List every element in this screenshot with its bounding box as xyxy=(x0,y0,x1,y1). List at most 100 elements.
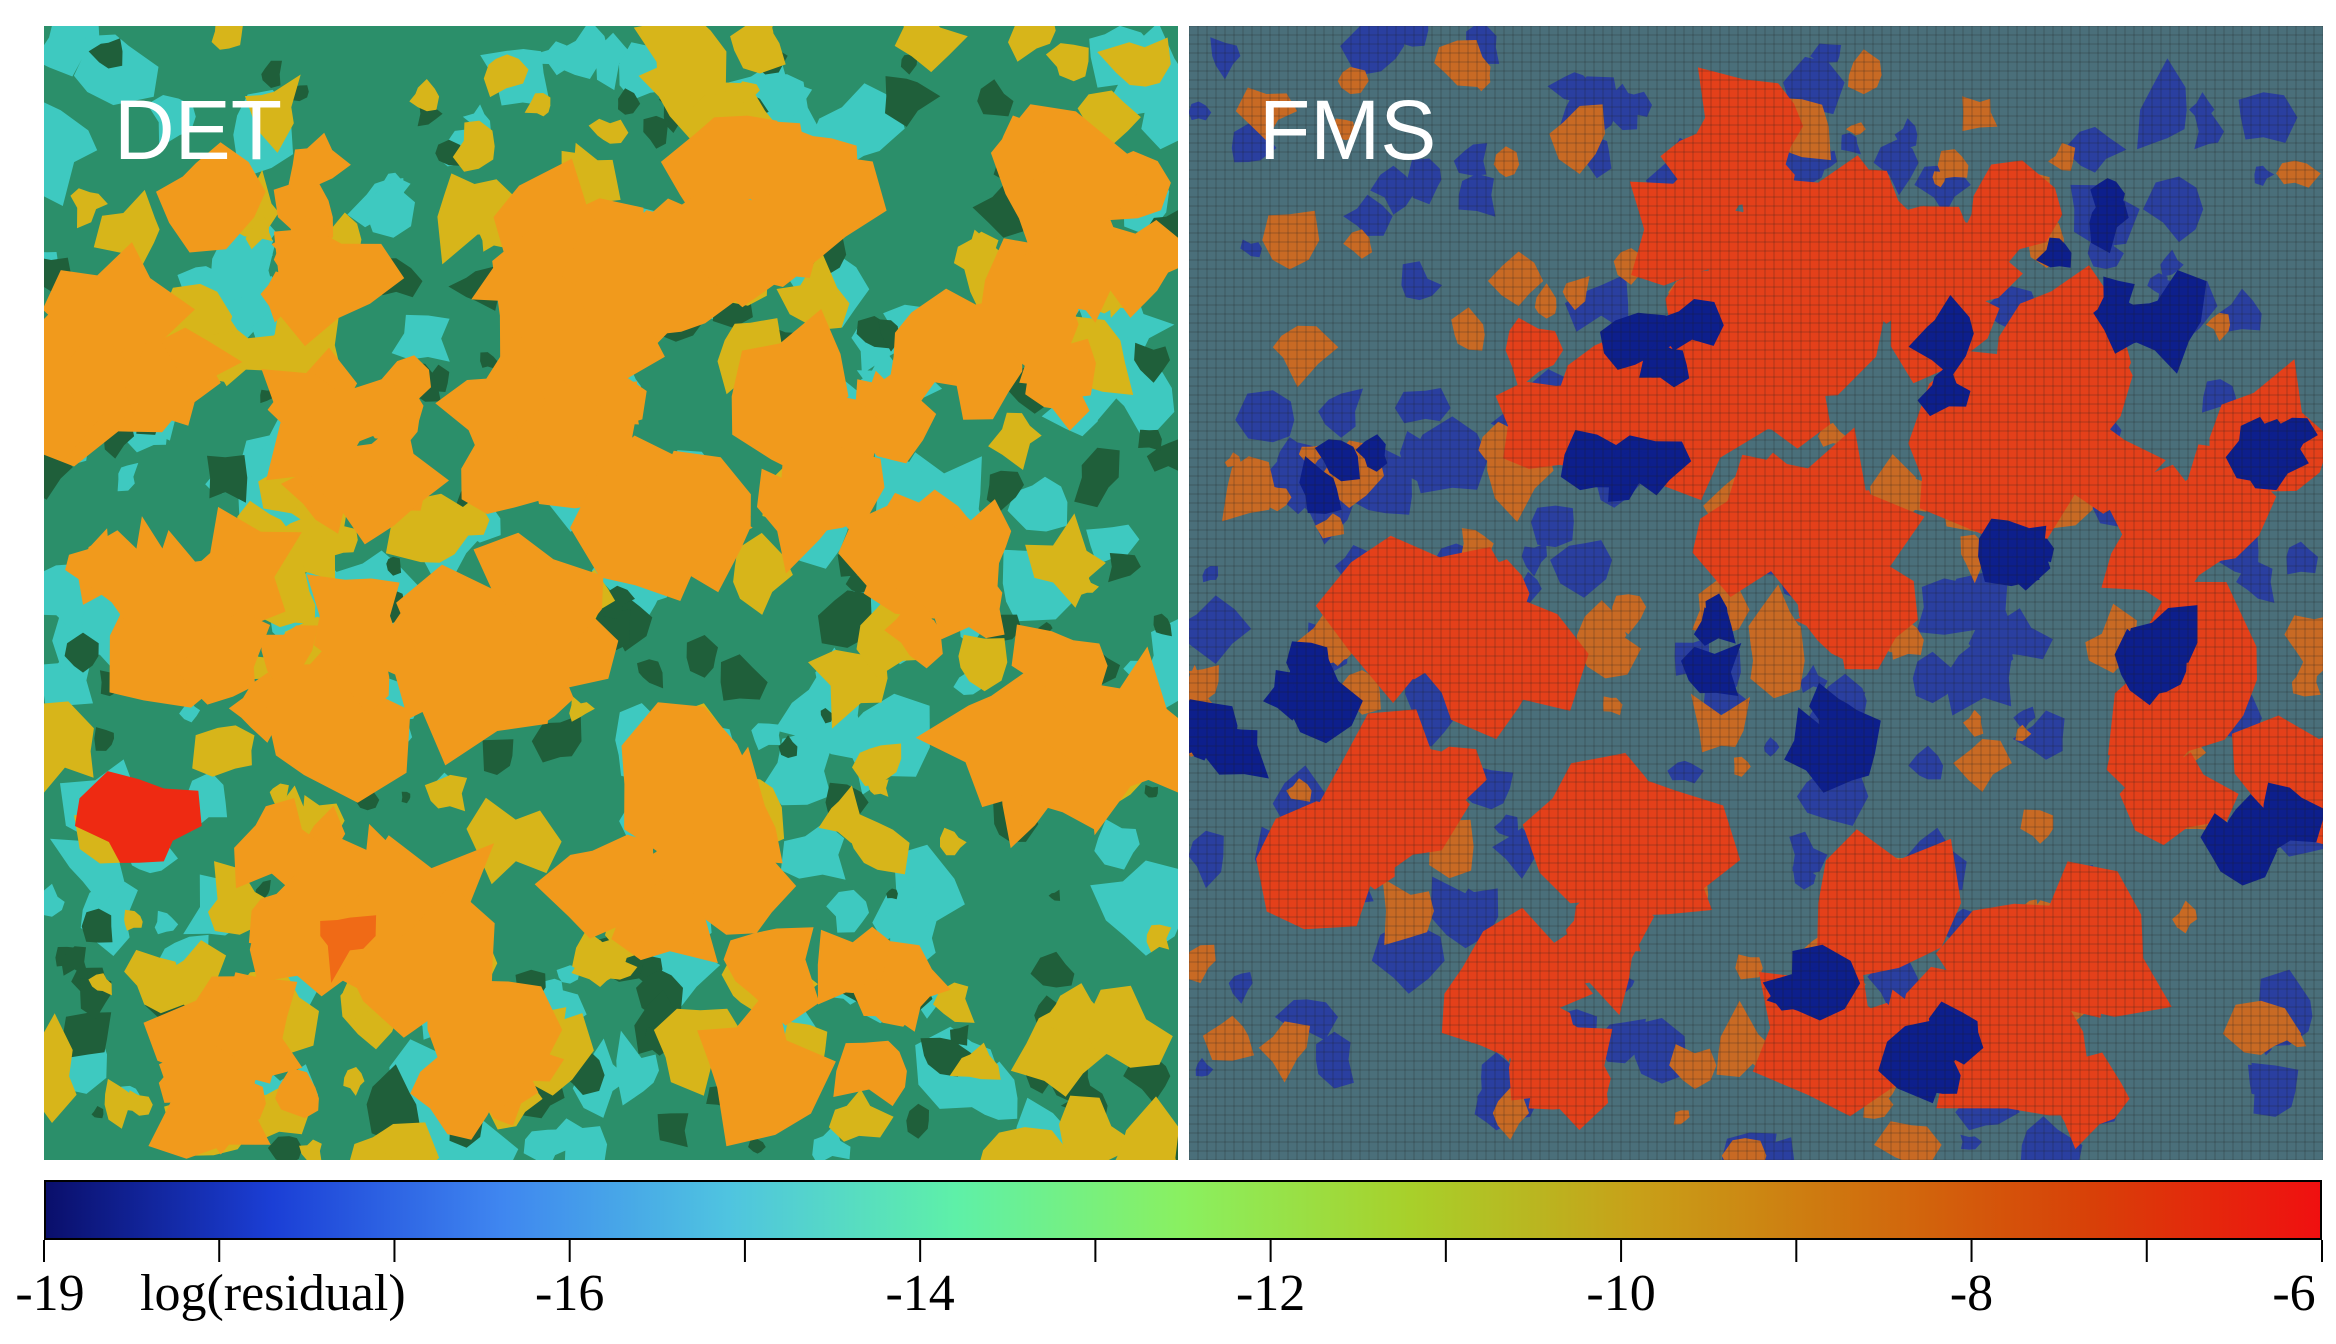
colorbar-tick-label: -19 xyxy=(15,1265,85,1322)
fms-mid-residual-noise xyxy=(1735,954,1763,980)
fms-low-residual-noise xyxy=(1521,543,1547,577)
fms-low-residual-noise xyxy=(1399,431,1457,486)
det-high-residual-patch xyxy=(148,1050,271,1159)
colorbar-tick-label: -10 xyxy=(1586,1265,1656,1322)
det-dark-ridge xyxy=(977,79,1014,117)
det-mid-residual-patch xyxy=(70,188,108,229)
det-mid-residual-patch xyxy=(737,81,760,103)
fms-mid-residual-noise xyxy=(1315,513,1344,539)
det-mid-residual-patch xyxy=(269,783,289,812)
det-mid-residual-patch xyxy=(211,26,243,50)
det-mid-residual-patch xyxy=(124,949,185,1014)
det-low-residual-patch xyxy=(44,883,65,917)
fms-converged-region xyxy=(1928,1001,1984,1065)
fms-high-residual-region xyxy=(1542,773,1653,899)
det-mid-residual-patch xyxy=(776,250,850,330)
det-low-residual-patch xyxy=(1007,476,1068,532)
det-mid-residual-patch xyxy=(867,774,889,797)
det-dark-ridge xyxy=(886,888,898,900)
det-low-residual-patch xyxy=(552,1118,608,1160)
colorbar-gradient xyxy=(44,1180,2322,1240)
det-dark-ridge xyxy=(386,556,402,576)
det-high-residual-patch xyxy=(435,328,547,457)
fms-low-residual-noise xyxy=(2137,58,2187,150)
det-high-residual-patch xyxy=(833,1040,907,1107)
fms-mid-residual-noise xyxy=(2020,809,2054,844)
det-mid-residual-patch xyxy=(44,1013,77,1123)
fms-high-residual-region xyxy=(1505,317,1564,389)
det-dark-ridge xyxy=(1134,342,1170,383)
fms-low-residual-noise xyxy=(1550,540,1612,598)
fms-low-residual-noise xyxy=(1340,26,1405,76)
det-dark-ridge xyxy=(261,60,282,88)
det-mid-residual-patch xyxy=(299,1139,322,1160)
fms-mid-residual-noise xyxy=(1937,149,1969,179)
det-low-residual-patch xyxy=(751,723,782,751)
fms-mid-residual-noise xyxy=(1258,1021,1310,1083)
fms-mid-residual-noise xyxy=(2172,900,2198,934)
det-dark-ridge xyxy=(91,1106,104,1119)
det-mid-residual-patch xyxy=(1115,1096,1178,1160)
fms-converged-region xyxy=(2225,416,2279,483)
fms-converged-region xyxy=(1603,451,1653,502)
fms-mid-residual-noise xyxy=(1534,283,1557,319)
fms-low-residual-noise xyxy=(2020,1116,2083,1160)
colorbar-tick-label: -8 xyxy=(1949,1265,1994,1322)
det-mid-residual-patch xyxy=(848,813,910,875)
det-mid-residual-patch xyxy=(120,1090,153,1116)
det-low-residual-patch xyxy=(826,889,869,933)
det-dark-ridge xyxy=(64,632,99,673)
det-mid-residual-patch xyxy=(466,797,562,885)
fms-high-residual-region xyxy=(1528,1047,1611,1110)
fms-low-residual-noise xyxy=(1792,861,1816,890)
det-dark-ridge xyxy=(1030,951,1075,988)
fms-mid-residual-noise xyxy=(1963,709,1984,737)
det-high-residual-patch xyxy=(129,530,231,650)
fms-low-residual-noise xyxy=(2160,249,2184,277)
fms-low-residual-noise xyxy=(1240,239,1262,258)
det-mid-residual-patch xyxy=(192,725,255,777)
fms-low-residual-noise xyxy=(1315,1031,1354,1089)
fms-high-residual-region xyxy=(1374,777,1441,822)
fms-converged-region xyxy=(1784,707,1845,781)
det-dark-ridge xyxy=(950,1024,969,1046)
fms-converged-region xyxy=(1662,299,1724,351)
fms-low-residual-noise xyxy=(1481,1052,1518,1095)
det-high-residual-patch xyxy=(156,142,266,253)
fms-low-residual-noise xyxy=(1960,1134,1983,1150)
det-mid-residual-patch xyxy=(733,532,793,615)
det-mid-residual-patch xyxy=(424,774,468,812)
fms-low-residual-noise xyxy=(1458,173,1496,217)
det-dark-ridge xyxy=(267,1136,303,1160)
det-high-residual-patch xyxy=(260,271,315,323)
det-low-residual-patch xyxy=(391,314,450,362)
det-mid-residual-patch xyxy=(483,54,529,98)
fms-converged-region xyxy=(2097,276,2135,319)
fms-high-residual-region xyxy=(1333,817,1397,890)
det-dark-ridge xyxy=(81,908,113,943)
det-mid-residual-patch xyxy=(437,173,522,265)
fms-mid-residual-noise xyxy=(2015,724,2032,742)
det-mid-residual-patch xyxy=(1045,43,1089,82)
fms-mid-residual-noise xyxy=(1493,146,1520,178)
det-field-image xyxy=(44,26,1178,1160)
det-mid-residual-patch xyxy=(244,74,301,153)
fms-low-residual-noise xyxy=(1394,26,1429,47)
fms-mid-residual-noise xyxy=(2284,615,2323,679)
det-mid-residual-patch xyxy=(409,79,440,112)
det-mid-residual-patch xyxy=(1071,575,1099,596)
det-dark-ridge xyxy=(1138,429,1162,451)
fms-low-residual-noise xyxy=(1789,831,1828,875)
fms-low-residual-noise xyxy=(1841,132,1861,155)
fms-mid-residual-noise xyxy=(1962,96,1998,132)
fms-low-residual-noise xyxy=(1908,745,1944,780)
det-high-residual-patch xyxy=(915,672,1091,808)
fms-low-residual-noise xyxy=(2063,126,2127,173)
fms-converged-region xyxy=(1927,331,1963,366)
colorbar-title: log(residual) xyxy=(140,1265,406,1322)
fms-low-residual-noise xyxy=(1764,737,1780,757)
fms-low-residual-noise xyxy=(2143,176,2204,243)
det-high-residual-patch xyxy=(697,982,836,1147)
fms-high-residual-region xyxy=(1405,557,1589,711)
fms-mid-residual-noise xyxy=(2276,160,2321,188)
